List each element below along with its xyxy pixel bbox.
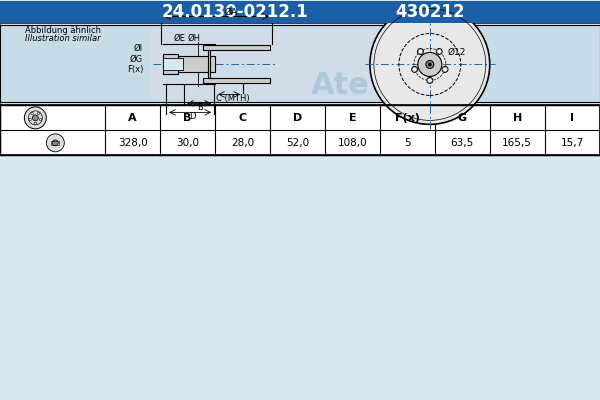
Circle shape — [34, 122, 37, 124]
Text: G: G — [458, 113, 467, 123]
Text: 24.0130-0212.1: 24.0130-0212.1 — [162, 2, 308, 20]
Circle shape — [418, 48, 424, 54]
Text: 30,0: 30,0 — [176, 138, 199, 148]
Text: Abbildung ähnlich: Abbildung ähnlich — [25, 26, 101, 35]
Text: 5: 5 — [404, 138, 410, 148]
Bar — [1, 105, 599, 155]
Text: B: B — [197, 103, 203, 112]
Bar — [1, 26, 599, 102]
Bar — [203, 78, 270, 84]
Bar — [150, 30, 450, 98]
Circle shape — [31, 112, 34, 115]
Text: 165,5: 165,5 — [502, 138, 532, 148]
Circle shape — [29, 118, 31, 121]
Circle shape — [52, 140, 58, 146]
Circle shape — [442, 66, 448, 72]
Circle shape — [46, 134, 64, 152]
Text: H: H — [512, 113, 522, 123]
Text: F(x): F(x) — [395, 113, 420, 123]
Text: ØE: ØE — [173, 34, 185, 43]
Bar — [1, 105, 599, 155]
Bar — [203, 46, 270, 50]
Text: 28,0: 28,0 — [231, 138, 254, 148]
Circle shape — [40, 118, 42, 121]
Circle shape — [32, 115, 38, 121]
Text: ØI: ØI — [133, 44, 142, 53]
Circle shape — [37, 112, 40, 115]
Bar — [1, 105, 599, 155]
Text: 430212: 430212 — [395, 2, 464, 20]
Circle shape — [426, 60, 434, 68]
Text: ØA: ØA — [225, 8, 238, 17]
Text: E: E — [349, 113, 356, 123]
Bar — [1, 22, 599, 105]
Text: ØH: ØH — [188, 34, 200, 43]
Text: Illustration similar: Illustration similar — [25, 34, 101, 43]
Text: 108,0: 108,0 — [338, 138, 367, 148]
Text: ØG: ØG — [129, 55, 142, 64]
Text: 15,7: 15,7 — [560, 138, 584, 148]
Circle shape — [427, 78, 433, 84]
Text: A: A — [128, 113, 137, 123]
Bar — [1, 0, 599, 22]
Bar — [52, 141, 59, 145]
Text: C (MTH): C (MTH) — [216, 94, 250, 103]
Circle shape — [418, 52, 442, 76]
Text: C: C — [239, 113, 247, 123]
Text: 52,0: 52,0 — [286, 138, 309, 148]
Circle shape — [370, 4, 490, 124]
Text: Ate: Ate — [311, 71, 370, 100]
Text: F(x): F(x) — [127, 65, 143, 74]
Text: 328,0: 328,0 — [118, 138, 148, 148]
Bar — [163, 58, 183, 70]
Text: D: D — [293, 113, 302, 123]
Circle shape — [25, 107, 46, 129]
Circle shape — [412, 66, 418, 72]
Bar — [178, 56, 215, 72]
Text: D: D — [190, 112, 196, 121]
Bar — [163, 54, 178, 74]
Text: I: I — [570, 113, 574, 123]
Text: Ø12: Ø12 — [448, 48, 466, 57]
Text: B: B — [184, 113, 192, 123]
Bar — [208, 50, 210, 78]
Circle shape — [436, 48, 442, 54]
Circle shape — [428, 63, 431, 66]
Text: 63,5: 63,5 — [451, 138, 474, 148]
